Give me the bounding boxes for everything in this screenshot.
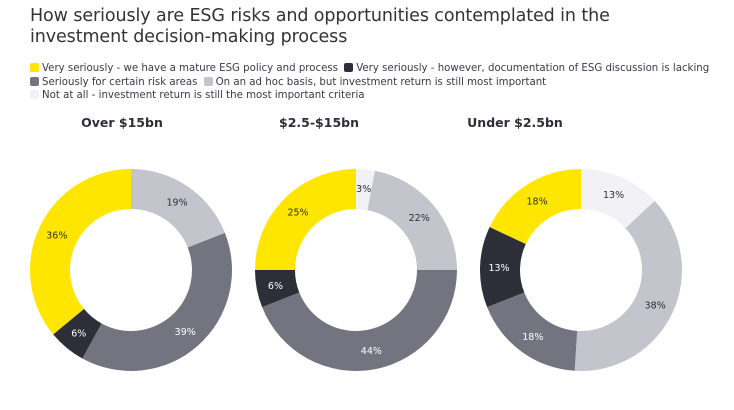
slice-label-mature: 25% <box>287 208 308 219</box>
donut-panel-2-5-to-15bn: $2.5-$15bn 3% 22% 44% 6% 25% <box>255 115 457 372</box>
legend: Very seriously - we have a mature ESG po… <box>30 62 712 103</box>
donut-2-5-to-15bn: 3% 22% 44% 6% 25% <box>255 169 457 372</box>
donut-panel-under-2-5bn: Under $2.5bn 13% 38% 18% 13% 18% <box>467 115 682 371</box>
donut-slice-adhoc <box>131 169 225 248</box>
panel-title: $2.5-$15bn <box>279 115 359 130</box>
donut-slice-certain <box>82 232 232 372</box>
slice-label-lacking: 6% <box>71 329 86 340</box>
legend-label-lacking: Very seriously - however, documentation … <box>356 63 710 74</box>
donut-slice-lacking <box>53 308 102 359</box>
slice-label-certain: 18% <box>522 332 543 343</box>
slice-label-mature: 18% <box>526 196 547 207</box>
legend-item-lacking: Very seriously - however, documentation … <box>344 62 709 76</box>
legend-item-adhoc: On an ad hoc basis, but investment retur… <box>203 76 547 90</box>
chart-title: How seriously are ESG risks and opportun… <box>30 6 610 47</box>
donut-slice-notatall <box>581 169 655 229</box>
legend-swatch-certain <box>30 76 39 86</box>
legend-swatch-notatall <box>30 90 39 99</box>
slice-label-lacking: 13% <box>488 263 509 274</box>
legend-row: Not at all - investment return is still … <box>30 89 712 103</box>
slice-label-certain: 44% <box>361 346 382 357</box>
slice-label-adhoc: 38% <box>645 300 666 311</box>
slice-label-notatall: 13% <box>603 190 624 201</box>
panel-title: Over $15bn <box>81 115 163 130</box>
legend-label-certain: Seriously for certain risk areas <box>42 76 198 88</box>
donut-slice-adhoc <box>367 170 457 270</box>
donut-panel-over-15bn: Over $15bn 19% 39% 6% 36% <box>29 115 232 372</box>
donut-slice-notatall <box>356 169 375 211</box>
donut-slice-mature <box>489 169 581 245</box>
donut-slice-mature <box>255 169 356 270</box>
donut-over-15bn: 19% 39% 6% 36% <box>29 169 232 372</box>
legend-item-notatall: Not at all - investment return is still … <box>30 89 365 103</box>
legend-label-mature: Very seriously - we have a mature ESG po… <box>42 63 338 74</box>
legend-swatch-adhoc <box>203 76 213 86</box>
slice-label-certain: 39% <box>175 327 196 338</box>
donut-under-2-5bn: 13% 38% 18% 13% 18% <box>480 169 682 371</box>
slice-label-notatall: 3% <box>356 184 371 195</box>
legend-label-notatall: Not at all - investment return is still … <box>42 90 365 101</box>
legend-swatch-lacking <box>344 63 354 72</box>
slice-label-mature: 36% <box>46 231 67 242</box>
donut-slice-lacking <box>480 226 526 308</box>
donut-slice-certain <box>487 292 578 371</box>
slice-label-adhoc: 19% <box>167 198 188 209</box>
legend-item-certain: Seriously for certain risk areas <box>30 76 197 90</box>
legend-row: Very seriously - we have a mature ESG po… <box>30 62 712 76</box>
donut-slice-adhoc <box>574 200 682 371</box>
panel-title: Under $2.5bn <box>467 115 563 130</box>
legend-row: Seriously for certain risk areas On an a… <box>30 76 712 90</box>
legend-item-mature: Very seriously - we have a mature ESG po… <box>30 62 338 76</box>
legend-swatch-mature <box>30 63 39 72</box>
donut-slice-certain <box>262 270 457 372</box>
slice-label-adhoc: 22% <box>409 213 430 224</box>
donut-slice-lacking <box>255 270 300 308</box>
slice-label-lacking: 6% <box>268 281 283 292</box>
donut-slice-mature <box>29 169 131 335</box>
legend-label-adhoc: On an ad hoc basis, but investment retur… <box>215 76 547 88</box>
